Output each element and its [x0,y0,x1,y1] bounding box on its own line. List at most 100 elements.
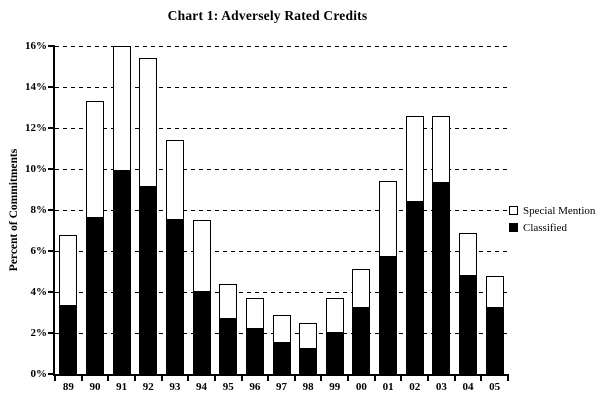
y-tick-label: 8% [30,204,48,216]
bar-special-mention-99 [325,298,344,333]
bar-special-mention-97 [272,314,291,344]
x-tick-label-89: 89 [62,381,74,393]
bar-classified-89 [59,306,78,374]
y-axis-tick [48,86,55,88]
x-axis-tick [453,374,456,381]
bar-classified-04 [459,275,478,374]
bar-classified-96 [245,328,264,374]
bar-special-mention-05 [485,275,504,309]
bar-classified-95 [219,318,238,374]
bar-special-mention-92 [139,58,158,188]
y-tick-label: 4% [30,286,48,298]
x-axis-tick [80,374,83,381]
bar-classified-05 [485,308,504,374]
bar-special-mention-03 [432,115,451,184]
y-axis-tick [48,209,55,211]
bar-classified-91 [112,171,131,374]
y-axis-tick [48,291,55,293]
x-axis-tick [480,374,483,381]
y-tick-label: 0% [30,368,48,380]
x-axis-tick [373,374,376,381]
x-axis-line [53,374,508,376]
legend: Special Mention Classified [509,202,595,236]
legend-item-special-mention: Special Mention [509,202,595,219]
x-tick-label-00: 00 [355,381,367,393]
legend-swatch-special-mention-icon [509,206,518,215]
x-tick-label-91: 91 [116,381,128,393]
x-tick-label-04: 04 [462,381,474,393]
x-tick-label-93: 93 [169,381,181,393]
x-tick-label-99: 99 [329,381,341,393]
y-tick-label: 14% [25,81,47,93]
bar-classified-99 [325,333,344,374]
x-tick-label-97: 97 [275,381,287,393]
x-axis-tick [107,374,110,381]
x-axis-tick [507,374,509,381]
gridline-8pct [55,210,508,211]
x-tick-label-90: 90 [89,381,101,393]
x-axis-tick [347,374,350,381]
gridline-14pct [55,87,508,88]
bar-special-mention-89 [59,234,78,307]
x-axis-tick [133,374,136,381]
bar-special-mention-98 [299,322,318,350]
bar-classified-90 [85,218,104,374]
y-axis-tick [48,45,55,47]
bar-classified-93 [165,220,184,374]
gridline-10pct [55,169,508,170]
gridline-12pct [55,128,508,129]
x-tick-label-96: 96 [249,381,261,393]
legend-item-classified: Classified [509,219,595,236]
x-axis-tick [320,374,323,381]
x-axis-tick [400,374,403,381]
gridline-4pct [55,292,508,293]
x-tick-label-05: 05 [489,381,501,393]
y-axis-tick [48,332,55,334]
x-axis-tick [240,374,243,381]
x-tick-label-94: 94 [196,381,208,393]
legend-label-special-mention: Special Mention [523,204,596,217]
bar-special-mention-04 [459,232,478,276]
bar-special-mention-93 [165,140,184,221]
bar-special-mention-96 [245,298,264,329]
bar-classified-98 [299,349,318,374]
x-tick-label-02: 02 [409,381,421,393]
x-axis-tick [213,374,216,381]
bar-special-mention-01 [379,181,398,258]
y-axis-tick [48,250,55,252]
x-tick-label-92: 92 [142,381,154,393]
y-tick-label: 2% [30,327,48,339]
x-tick-label-95: 95 [222,381,234,393]
bar-special-mention-02 [405,115,424,202]
y-tick-label: 6% [30,245,48,257]
x-axis-tick [54,374,56,381]
x-axis-tick [427,374,430,381]
y-axis-tick [48,373,55,375]
bar-classified-97 [272,343,291,374]
plot-area [55,46,508,374]
y-axis-line [53,46,55,376]
y-axis-tick [48,168,55,170]
x-axis-tick [267,374,270,381]
gridline-6pct [55,251,508,252]
y-tick-label: 12% [25,122,47,134]
bar-special-mention-90 [85,101,104,219]
bar-classified-03 [432,183,451,374]
bar-classified-01 [379,257,398,374]
bar-special-mention-95 [219,283,238,319]
bar-special-mention-91 [112,46,131,172]
x-tick-label-03: 03 [435,381,447,393]
bar-classified-02 [405,201,424,374]
x-axis-tick [293,374,296,381]
bar-special-mention-94 [192,220,211,292]
chart-title: Chart 1: Adversely Rated Credits [167,8,368,23]
legend-swatch-classified-icon [509,223,518,232]
y-tick-label: 10% [25,163,47,175]
bar-classified-94 [192,292,211,374]
legend-label-classified: Classified [523,221,567,234]
bar-classified-92 [139,187,158,374]
gridline-16pct [55,46,508,47]
x-axis-tick [160,374,163,381]
bar-special-mention-00 [352,269,371,309]
